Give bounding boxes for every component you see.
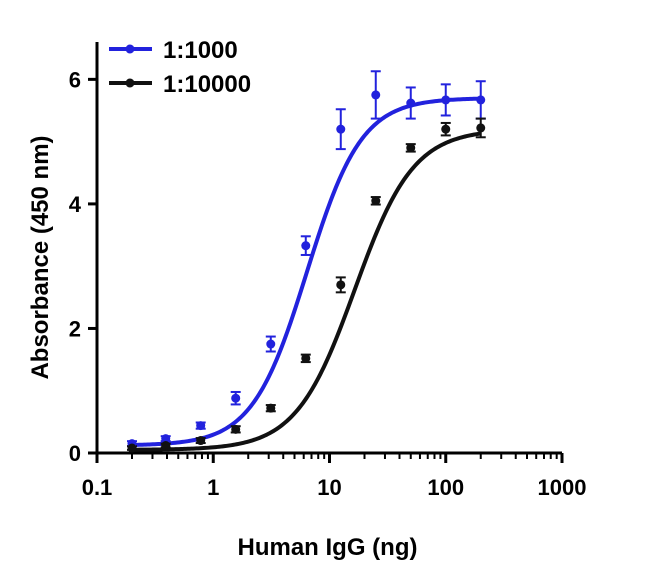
legend-marker [125, 78, 135, 88]
data-point [161, 434, 171, 444]
data-point [371, 196, 381, 206]
data-point [196, 421, 206, 431]
fit-curves [131, 96, 482, 452]
data-point [161, 441, 171, 451]
y-tick-label: 0 [69, 441, 81, 466]
x-tick-label: 10 [317, 475, 341, 500]
data-point [441, 124, 451, 134]
data-point [336, 124, 346, 134]
data-point [266, 339, 276, 349]
data-point [196, 436, 206, 446]
data-point [266, 403, 276, 413]
legend: 1:1000 1:10000 [109, 37, 251, 98]
legend-marker [125, 44, 135, 54]
y-tick-label: 2 [69, 316, 81, 341]
fit-curve [131, 131, 482, 452]
data-point [441, 95, 451, 105]
x-tick-label: 1 [207, 475, 219, 500]
x-tick-label: 0.1 [82, 475, 113, 500]
x-axis-label: Human IgG (ng) [238, 534, 418, 561]
data-point [371, 90, 381, 100]
x-tick-label: 1000 [538, 475, 587, 500]
data-point [301, 241, 311, 251]
data-point [406, 98, 416, 108]
y-axis-label: Absorbance (450 nm) [27, 135, 54, 379]
error-bars [126, 70, 486, 451]
x-axis: 0.1 1 10 100 1000 [82, 451, 587, 500]
y-tick-label: 6 [69, 67, 81, 92]
legend-label: 1:10000 [163, 71, 251, 98]
fit-curve [131, 96, 481, 447]
x-tick-label: 100 [427, 475, 464, 500]
data-points [127, 90, 486, 453]
y-axis: 0 2 4 6 [69, 42, 99, 466]
data-point [476, 95, 486, 105]
data-point [476, 123, 486, 133]
y-tick-label: 4 [69, 192, 82, 217]
legend-label: 1:1000 [163, 37, 238, 64]
data-point [301, 353, 311, 363]
data-point [336, 280, 346, 290]
data-point [127, 443, 137, 453]
data-point [231, 424, 241, 434]
data-point [406, 143, 416, 153]
data-point [231, 393, 241, 403]
